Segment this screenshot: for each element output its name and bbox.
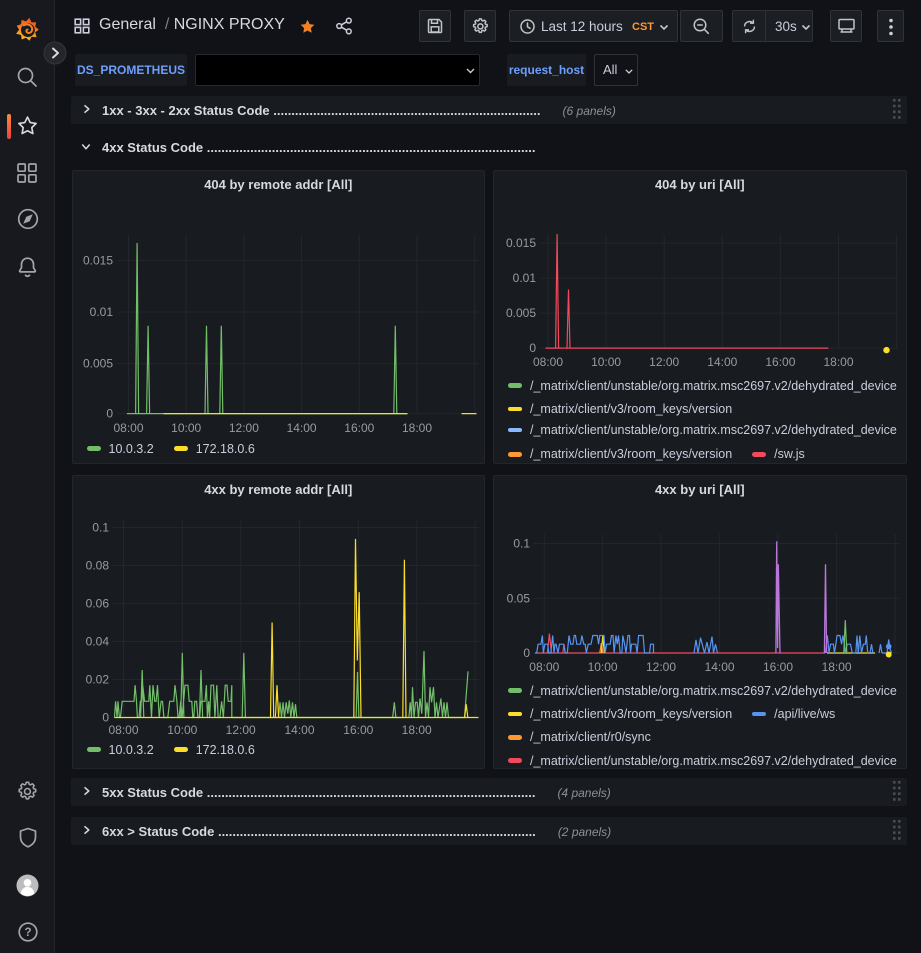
svg-text:16:00: 16:00 (344, 421, 374, 435)
svg-text:08:00: 08:00 (529, 660, 559, 674)
svg-text:12:00: 12:00 (225, 723, 255, 737)
svg-text:16:00: 16:00 (765, 355, 795, 369)
svg-text:14:00: 14:00 (286, 421, 316, 435)
svg-text:0.005: 0.005 (82, 356, 112, 370)
svg-text:0.1: 0.1 (92, 520, 109, 534)
svg-text:0.01: 0.01 (513, 271, 537, 285)
svg-text:0: 0 (102, 710, 109, 724)
svg-text:?: ? (24, 927, 31, 939)
svg-text:0.05: 0.05 (507, 591, 531, 605)
svg-text:0.06: 0.06 (85, 596, 109, 610)
svg-text:18:00: 18:00 (823, 355, 853, 369)
svg-text:0.02: 0.02 (85, 672, 109, 686)
svg-text:10:00: 10:00 (588, 660, 618, 674)
svg-text:0.015: 0.015 (506, 236, 536, 250)
svg-text:0.08: 0.08 (85, 558, 109, 572)
svg-text:16:00: 16:00 (763, 660, 793, 674)
svg-text:14:00: 14:00 (705, 660, 735, 674)
svg-text:18:00: 18:00 (401, 421, 431, 435)
svg-text:10:00: 10:00 (591, 355, 621, 369)
svg-text:0.04: 0.04 (85, 634, 109, 648)
svg-text:16:00: 16:00 (343, 723, 373, 737)
svg-text:08:00: 08:00 (108, 723, 138, 737)
svg-text:18:00: 18:00 (401, 723, 431, 737)
svg-text:0: 0 (523, 646, 530, 660)
svg-text:0.01: 0.01 (89, 305, 113, 319)
svg-text:10:00: 10:00 (171, 421, 201, 435)
svg-text:08:00: 08:00 (113, 421, 143, 435)
svg-text:18:00: 18:00 (822, 660, 852, 674)
svg-text:0.005: 0.005 (506, 306, 536, 320)
svg-text:0: 0 (529, 341, 536, 355)
svg-text:12:00: 12:00 (649, 355, 679, 369)
svg-text:0: 0 (106, 406, 113, 420)
svg-text:14:00: 14:00 (707, 355, 737, 369)
svg-text:12:00: 12:00 (228, 421, 258, 435)
svg-text:08:00: 08:00 (533, 355, 563, 369)
svg-text:0.015: 0.015 (82, 253, 112, 267)
svg-text:10:00: 10:00 (167, 723, 197, 737)
svg-text:0.1: 0.1 (513, 536, 530, 550)
svg-text:12:00: 12:00 (646, 660, 676, 674)
svg-text:14:00: 14:00 (284, 723, 314, 737)
